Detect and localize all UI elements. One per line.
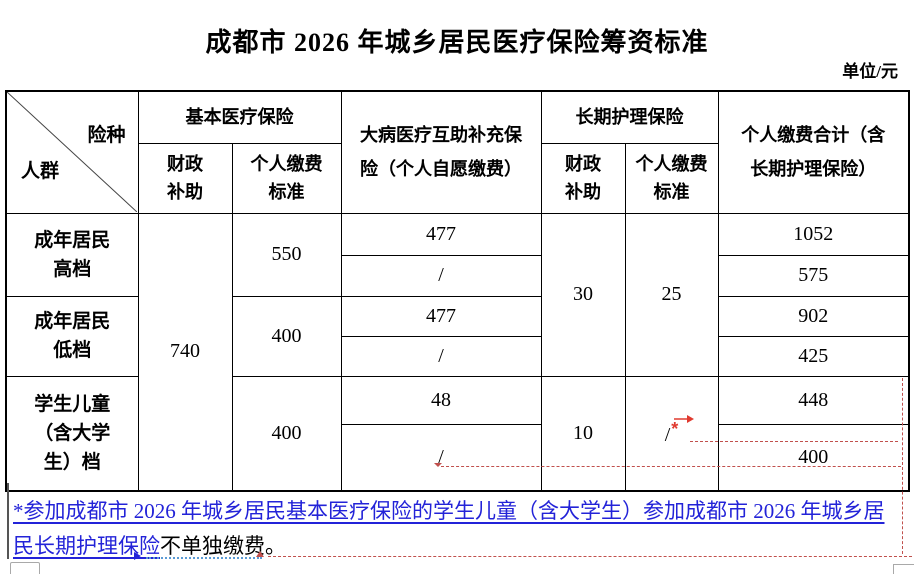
page-title: 成都市 2026 年城乡居民医疗保险筹资标准 [205,28,709,57]
diagonal-divider [7,92,137,212]
header-basic-personal-standard: 个人缴费 标准 [231,142,342,214]
cell-basic-fiscal-740: 740 [137,212,233,492]
cell-adult-low-personal: 400 [231,295,342,377]
corner-group-label: 人群 [21,161,60,182]
cell-adult-high-total-noserious: 575 [717,254,910,297]
header-serious-illness: 大病医疗互助补充保 险（个人自愿缴费） [340,90,542,214]
cell-student-total: 448 [717,375,910,425]
footnote-plain-text: 不单独缴费。 [160,534,286,558]
cell-adult-low-total: 902 [717,295,910,337]
table-row: / 400 [6,423,910,492]
cell-student-serious-none: / [340,423,542,492]
header-longterm-care: 长期护理保险 [540,90,719,144]
cell-student-ltc-personal-star: /* [624,375,719,492]
cell-student-ltc-fiscal: 10 [540,375,626,492]
cell-adult-ltc-fiscal: 30 [540,212,626,377]
cropped-element-bottom-right [893,564,914,574]
cell-student-serious: 48 [340,375,542,425]
cell-adult-high-serious-none: / [340,254,542,297]
row-label-adult-high: 成年居民 高档 [5,212,139,297]
footnote-line2: 民长期护理保险不单独缴费。 [13,529,908,564]
header-ltc-personal-standard: 个人缴费 标准 [624,142,719,214]
corner-header-cell: 险种 人群 [5,90,139,214]
unit-label: 单位/元 [842,62,898,81]
cell-adult-high-total: 1052 [717,212,910,256]
header-personal-total: 个人缴费合计（含 长期护理保险） [717,90,910,214]
cell-adult-high-serious: 477 [340,212,542,256]
footnote-hyperlink-line1[interactable]: *参加成都市 2026 年城乡居民基本医疗保险的学生儿童（含大学生）参加成都市 … [13,499,885,523]
table-row: / 575 [6,254,910,297]
cell-adult-high-personal: 550 [231,212,342,297]
table-row: 成年居民 低档 400 477 902 [5,295,910,377]
table-row: 学生儿童 （含大学 生）档 400 48 10 /* 448 [5,375,910,492]
row-label-student: 学生儿童 （含大学 生）档 [5,375,139,492]
footnote-hyperlink-line2[interactable]: 民长期护理保险 [13,534,160,558]
corner-type-label: 险种 [87,125,126,146]
header-basic-insurance: 基本医疗保险 [137,90,342,144]
cell-adult-low-serious-none: / [340,335,542,377]
header-ltc-fiscal-subsidy: 财政 补助 [540,142,626,214]
funding-standards-table: 险种 人群 基本医疗保险 大病医疗互助补充保 险（个人自愿缴费） 长期护理保险 … [5,90,910,492]
footnote-line1: *参加成都市 2026 年城乡居民基本医疗保险的学生儿童（含大学生）参加成都市 … [13,494,908,529]
row-label-adult-low: 成年居民 低档 [5,295,139,377]
cell-adult-low-total-noserious: 425 [717,335,910,377]
footnote: *参加成都市 2026 年城乡居民基本医疗保险的学生儿童（含大学生）参加成都市 … [13,494,908,564]
cell-adult-low-serious: 477 [340,295,542,337]
cell-student-total-noserious: 400 [717,423,910,492]
table-row: 成年居民 高档 740 550 477 30 25 1052 [5,212,910,492]
revision-change-bar [7,483,9,559]
slash-mark: / [664,424,671,447]
cell-student-personal: 400 [231,375,342,492]
cell-adult-ltc-personal: 25 [624,212,719,377]
annotation-arrow-icon [673,411,695,429]
table-row: / 425 [6,335,910,377]
header-basic-fiscal-subsidy: 财政 补助 [137,142,233,214]
footnote-star-marker: * [671,419,679,440]
